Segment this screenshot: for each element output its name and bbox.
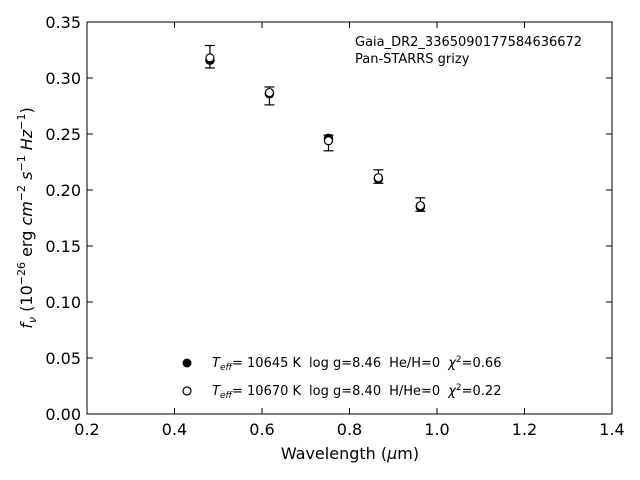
legend-1-chi: =0.66 bbox=[462, 356, 502, 371]
y-tick-label: 0.10 bbox=[45, 293, 81, 312]
legend-1-comp: He/H=0 bbox=[389, 356, 440, 371]
annotation-object-id: Gaia_DR2_3365090177584636672 bbox=[355, 35, 582, 50]
data-points bbox=[205, 53, 426, 212]
y-tick-label: 0.35 bbox=[45, 13, 81, 32]
y-tick-label: 0.20 bbox=[45, 181, 81, 200]
model-point-open bbox=[415, 201, 425, 211]
x-tick-label: 0.4 bbox=[162, 420, 187, 439]
model-point-open bbox=[264, 87, 275, 98]
y-axis-label: fν (10−26 erg cm−2 s−1 Hz−1) bbox=[15, 107, 39, 328]
model-point-open bbox=[373, 173, 383, 183]
x-tick-label: 1.0 bbox=[424, 420, 449, 439]
x-tick-label: 1.2 bbox=[512, 420, 537, 439]
annotation-survey: Pan-STARRS grizy bbox=[355, 52, 470, 67]
legend-2-logg: log g=8.40 bbox=[309, 384, 381, 399]
y-tick-label: 0.00 bbox=[45, 405, 81, 424]
legend-marker-filled bbox=[182, 358, 192, 368]
y-tick-label: 0.30 bbox=[45, 69, 81, 88]
y-tick-label: 0.25 bbox=[45, 125, 81, 144]
y-tick-label: 0.05 bbox=[45, 349, 81, 368]
x-tick-label: 1.4 bbox=[599, 420, 624, 439]
legend-2-temp: = 10670 K bbox=[232, 384, 302, 399]
x-tick-label: 0.6 bbox=[249, 420, 274, 439]
legend-2-comp: H/He=0 bbox=[389, 384, 440, 399]
x-tick-label: 0.2 bbox=[74, 420, 99, 439]
legend-1-temp: = 10645 K bbox=[232, 356, 302, 371]
y-tick-label: 0.15 bbox=[45, 237, 81, 256]
legend-2-chi: =0.22 bbox=[462, 384, 502, 399]
legend-marker-open bbox=[182, 386, 192, 396]
axis-ticks: 0.2 0.4 0.6 0.8 1.0 1.2 1.4 0.00 0.05 0.10 0.15 0.2… bbox=[45, 13, 624, 439]
model-point-open bbox=[323, 136, 334, 146]
model-point-open bbox=[205, 53, 215, 63]
x-tick-label: 0.8 bbox=[337, 420, 362, 439]
error-bars bbox=[204, 44, 426, 212]
legend-1-logg: log g=8.46 bbox=[309, 356, 381, 371]
x-axis-label: Wavelength (μm) bbox=[281, 444, 419, 463]
